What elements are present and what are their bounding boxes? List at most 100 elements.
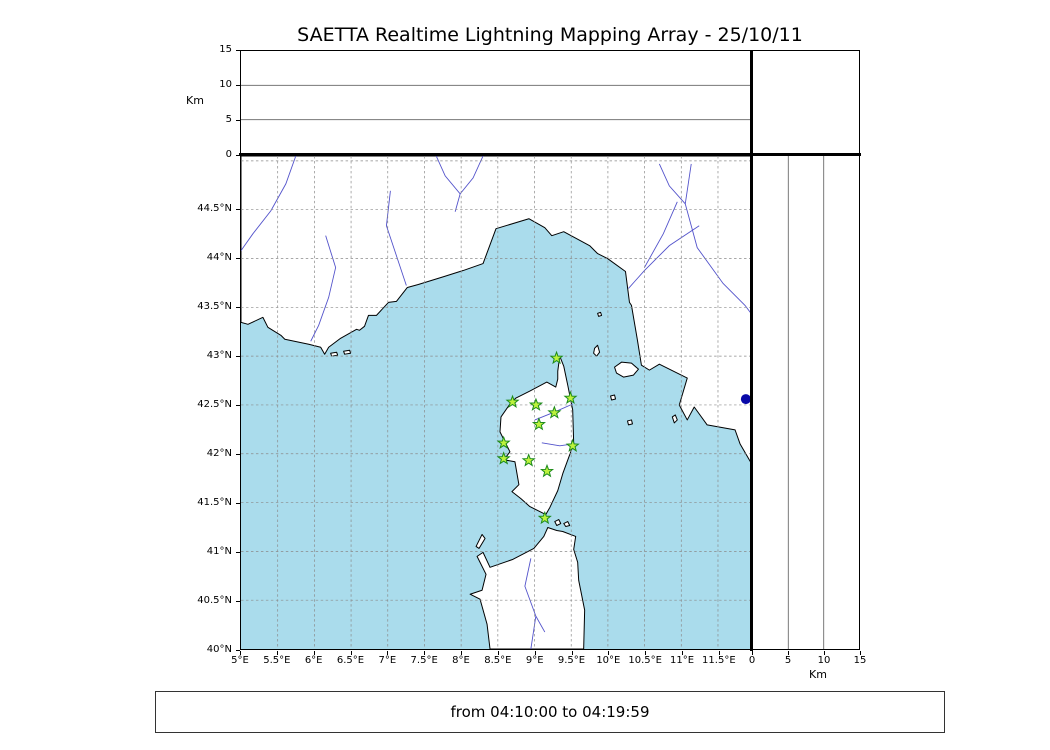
- river: [628, 225, 700, 289]
- lon-tick-label: 7.5°E: [410, 655, 438, 666]
- altitude-tick-label: 15: [219, 44, 232, 55]
- lat-tick-label: 43°N: [206, 349, 232, 361]
- lat-tick-label: 41°N: [206, 545, 232, 557]
- axis-tick: [236, 120, 240, 121]
- axis-tick: [236, 600, 240, 602]
- altitude-tick-label: 10: [817, 655, 831, 666]
- axis-tick: [236, 306, 240, 308]
- lat-tick-label: 40.5°N: [197, 594, 232, 606]
- river: [524, 558, 537, 649]
- axis-tick: [752, 651, 753, 655]
- axis-tick: [824, 651, 825, 655]
- highlight-point: [740, 394, 751, 405]
- station-markers: [496, 350, 751, 525]
- island-hyeres-2: [343, 349, 352, 355]
- panel-divider-horizontal: [239, 153, 861, 156]
- altitude-latitude-panel: [752, 155, 860, 650]
- axis-tick: [497, 651, 499, 655]
- river: [435, 156, 461, 212]
- top-panel-gridlines: [241, 84, 751, 121]
- lat-tick-label: 44.5°N: [197, 202, 232, 214]
- island-pianosa: [610, 394, 617, 401]
- axis-tick: [860, 651, 861, 655]
- map-panel: [240, 155, 752, 650]
- lon-tick-label: 9°E: [525, 655, 544, 666]
- right-panel-gridlines: [787, 156, 825, 649]
- station-star-marker: [528, 397, 544, 411]
- top-panel-axis-label: Km: [186, 94, 204, 107]
- lon-tick-label: 11°E: [669, 655, 695, 666]
- lon-tick-label: 10°E: [596, 655, 621, 666]
- altitude-latitude-canvas: [787, 156, 825, 649]
- time-range-box: from 04:10:00 to 04:19:59: [155, 691, 945, 733]
- lat-tick-label: 44°N: [206, 251, 232, 263]
- axis-tick: [608, 651, 610, 655]
- landmasses: [241, 156, 751, 649]
- axis-tick: [236, 404, 240, 406]
- time-range-label: from 04:10:00 to 04:19:59: [450, 703, 650, 721]
- coastline-sardinia: [469, 526, 586, 649]
- axis-tick: [236, 355, 240, 357]
- island-maddalena-1: [554, 519, 562, 526]
- map-canvas: [241, 156, 751, 649]
- lon-tick-label: 11.5°E: [702, 655, 736, 666]
- axis-tick: [236, 85, 240, 86]
- island-hyeres-1: [330, 351, 339, 357]
- page-title: SAETTA Realtime Lightning Mapping Array …: [297, 24, 803, 46]
- axis-tick: [236, 208, 240, 210]
- lon-tick-label: 9.5°E: [557, 655, 586, 666]
- station-star-marker: [531, 417, 546, 431]
- river: [684, 163, 751, 314]
- axis-tick: [387, 651, 389, 655]
- lat-tick-label: 40°N: [206, 644, 232, 655]
- island-giglio: [671, 414, 678, 424]
- axis-tick: [236, 453, 240, 455]
- river: [310, 235, 337, 342]
- river: [459, 156, 484, 195]
- station-star-marker: [563, 390, 578, 405]
- river: [535, 615, 546, 633]
- river: [658, 163, 686, 205]
- river: [644, 201, 678, 268]
- island-capraia: [593, 344, 601, 357]
- axis-tick: [424, 651, 426, 655]
- axis-tick: [682, 651, 683, 655]
- altitude-tick-label: 0: [748, 655, 756, 666]
- lon-tick-label: 5°E: [231, 655, 249, 666]
- lon-tick-label: 10.5°E: [628, 655, 662, 666]
- station-star-marker: [537, 510, 552, 525]
- altitude-longitude-canvas: [241, 84, 751, 121]
- lon-tick-label: 8.5°E: [484, 655, 512, 666]
- lon-tick-label: 6°E: [304, 655, 323, 666]
- right-panel-axis-label: Km: [809, 668, 827, 681]
- altitude-tick-label: 5: [784, 655, 792, 666]
- altitude-tick-label: 15: [853, 655, 867, 666]
- station-star-marker: [505, 394, 520, 409]
- axis-tick: [350, 651, 352, 655]
- altitude-histogram-panel: [752, 50, 860, 155]
- lat-tick-label: 42.5°N: [197, 398, 232, 410]
- station-star-marker: [565, 438, 580, 452]
- axis-tick: [645, 651, 647, 655]
- island-asinara: [475, 533, 486, 549]
- axis-tick: [240, 651, 241, 655]
- station-star-marker: [496, 451, 511, 465]
- station-star-marker: [539, 463, 555, 478]
- station-star-marker: [496, 435, 511, 449]
- altitude-longitude-panel: [240, 50, 752, 155]
- axis-tick: [788, 651, 789, 655]
- axis-tick: [461, 651, 462, 655]
- lon-tick-label: 8°E: [452, 655, 470, 666]
- island-montecristo: [626, 419, 633, 426]
- lat-tick-label: 41.5°N: [197, 496, 232, 508]
- axis-tick: [236, 551, 240, 553]
- lon-tick-label: 6.5°E: [336, 655, 365, 666]
- axis-tick: [236, 257, 240, 259]
- lat-tick-label: 43.5°N: [197, 300, 232, 312]
- axis-tick: [236, 650, 240, 651]
- axis-tick: [534, 651, 536, 655]
- island-gorgona: [597, 311, 603, 317]
- axis-tick: [571, 651, 573, 655]
- panel-divider-vertical: [750, 50, 753, 651]
